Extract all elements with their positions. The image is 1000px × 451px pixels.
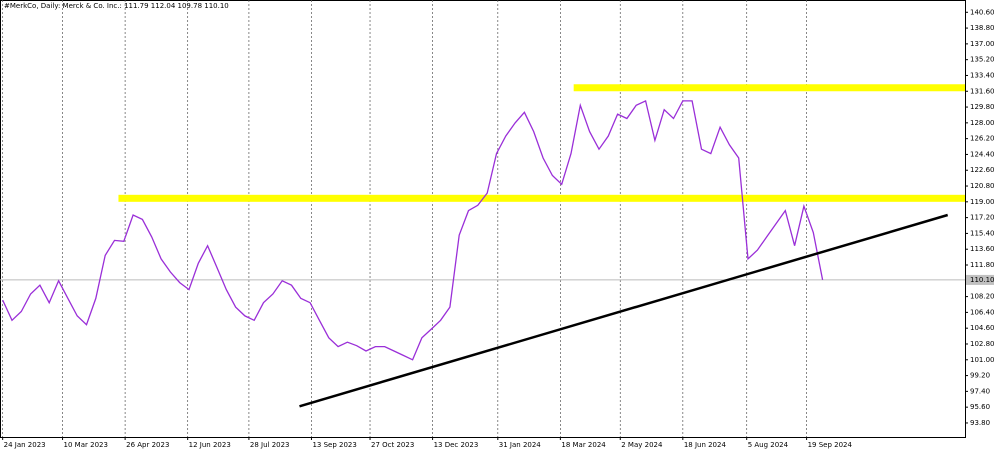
x-tick-label: 5 Aug 2024 [748, 441, 789, 449]
y-tick-label: 111.80 [970, 261, 995, 269]
x-tick-label: 28 Jul 2023 [250, 441, 290, 449]
y-tick-label: 128.00 [970, 119, 995, 127]
x-tick-label: 18 Jun 2024 [684, 441, 727, 449]
x-tick-label: 13 Sep 2023 [312, 441, 356, 449]
y-tick-label: 104.60 [970, 324, 995, 332]
x-tick-label: 10 Mar 2023 [64, 441, 108, 449]
y-tick-label: 133.40 [970, 71, 995, 79]
trendline [299, 213, 949, 408]
y-tick-label: 93.80 [970, 419, 990, 427]
last-price-label: 110.10 [970, 276, 995, 284]
price-line [2, 99, 824, 361]
x-tick-label: 13 Dec 2023 [434, 441, 479, 449]
resistance-zone [573, 84, 965, 92]
y-tick-label: 106.40 [970, 308, 995, 316]
y-tick-label: 131.60 [970, 87, 995, 95]
y-tick-label: 97.40 [970, 387, 990, 395]
y-tick-label: 99.20 [970, 372, 990, 380]
y-tick-label: 138.80 [970, 24, 995, 32]
y-tick-label: 137.00 [970, 40, 995, 48]
y-tick-label: 119.00 [970, 198, 995, 206]
x-tick-label: 27 Oct 2023 [371, 441, 414, 449]
y-tick-label: 101.00 [970, 356, 995, 364]
y-tick-label: 122.60 [970, 166, 995, 174]
y-tick-label: 135.20 [970, 56, 995, 64]
chart-title: #MerkCo, Daily: Merck & Co. Inc.: 111.79… [4, 2, 229, 10]
y-tick-label: 140.60 [970, 8, 995, 16]
resistance-zone [118, 194, 966, 202]
y-tick-label: 124.40 [970, 150, 995, 158]
y-tick-label: 120.80 [970, 182, 995, 190]
x-tick-label: 12 Jun 2023 [189, 441, 231, 449]
x-tick-label: 31 Jan 2024 [499, 441, 542, 449]
x-tick-label: 19 Sep 2024 [808, 441, 853, 449]
y-tick-label: 102.80 [970, 340, 995, 348]
y-tick-label: 95.60 [970, 403, 990, 411]
last-price-tag [966, 274, 994, 285]
plot-frame [0, 0, 966, 438]
y-tick-label: 126.20 [970, 135, 995, 143]
y-tick-label: 115.40 [970, 229, 995, 237]
x-tick-label: 2 May 2024 [621, 441, 663, 449]
x-tick-label: 24 Jan 2023 [4, 441, 46, 449]
y-tick-label: 108.20 [970, 293, 995, 301]
y-tick-label: 117.20 [970, 214, 995, 222]
y-tick-label: 129.80 [970, 103, 995, 111]
x-tick-label: 18 Mar 2024 [561, 441, 606, 449]
x-tick-label: 26 Apr 2023 [126, 441, 169, 449]
y-tick-label: 113.60 [970, 245, 995, 253]
